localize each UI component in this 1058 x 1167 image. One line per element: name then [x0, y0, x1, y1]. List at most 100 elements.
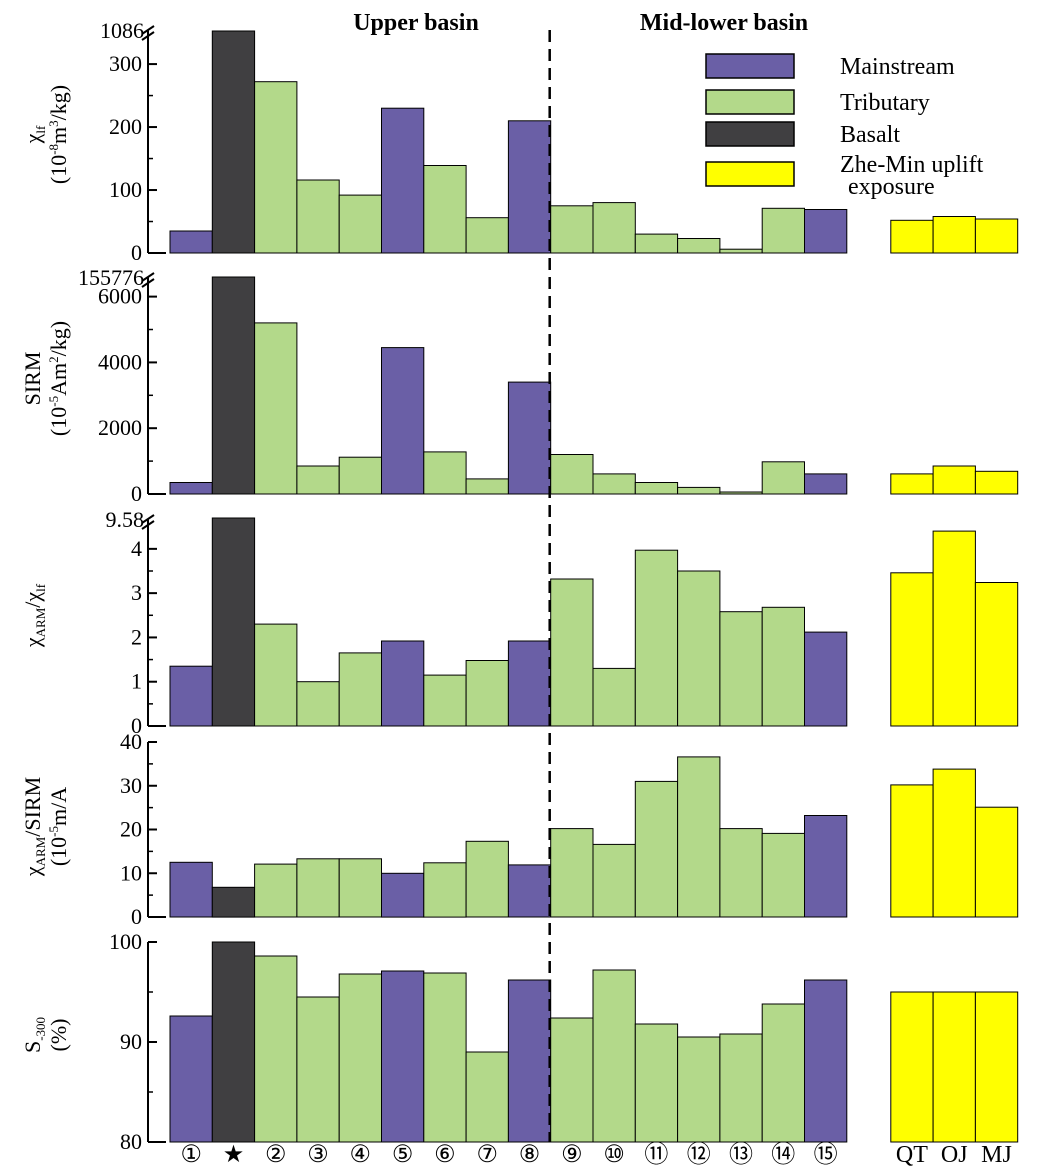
bar-p5-18 — [932, 991, 976, 1143]
y-axis-label-p1: χlf — [20, 125, 48, 144]
bar-p5-2 — [211, 941, 256, 1143]
legend-swatch-tributary — [705, 89, 795, 115]
bar-p3-18 — [932, 530, 976, 727]
bar-p1-2 — [211, 30, 256, 254]
legend-swatch-mainstream — [705, 53, 795, 79]
chart-panels: 01002003001086χlf(10-8m3/kg)020004000600… — [20, 18, 1019, 1154]
panel-5: 80 90 100 S-300(%) — [20, 929, 1019, 1154]
x-tick-label-15: ⑭ — [771, 1141, 795, 1167]
bar-p1-13 — [677, 238, 721, 254]
bar-p4-7 — [423, 862, 467, 918]
bar-p4-2 — [211, 886, 256, 918]
bar-p2-14 — [719, 491, 763, 495]
bar-p2-4 — [296, 465, 340, 495]
bar-p4-13 — [677, 756, 721, 918]
x-tick-label-11: ⑩ — [603, 1142, 625, 1167]
bar-p3-19 — [974, 582, 1019, 727]
y-tick-label-p3-4: 4 — [131, 536, 142, 561]
bar-p1-8 — [465, 217, 509, 254]
y-tick-label-p3-3: 3 — [131, 580, 142, 605]
bar-p3-16 — [804, 631, 848, 727]
bar-p1-19 — [974, 218, 1019, 254]
bar-p2-18 — [932, 465, 976, 495]
y-tick-label-p4-4: 40 — [120, 729, 142, 754]
bar-p4-5 — [338, 858, 383, 918]
bar-p4-6 — [381, 872, 425, 918]
bar-p1-17 — [890, 219, 934, 254]
break-label-p1: 1086 — [100, 18, 144, 43]
y-tick-label-p2-1: 2000 — [98, 415, 142, 440]
bar-p2-7 — [423, 451, 467, 495]
x-tick-label-3: ② — [265, 1142, 287, 1167]
bar-p1-4 — [296, 179, 340, 254]
bar-p2-2 — [211, 276, 256, 495]
bar-p4-10 — [550, 828, 594, 918]
bar-p1-3 — [254, 81, 298, 254]
legend-label-uplift: Zhe-Min uplift — [840, 152, 984, 178]
bar-p3-7 — [423, 674, 467, 727]
bar-p5-14 — [719, 1033, 763, 1143]
y-tick-label-p4-1: 10 — [120, 860, 142, 885]
bar-p1-5 — [338, 194, 383, 254]
bar-p3-4 — [296, 681, 340, 727]
bar-p4-8 — [465, 840, 509, 918]
x-tick-label-12: ⑪ — [644, 1141, 668, 1167]
bar-p2-3 — [254, 322, 298, 495]
bar-p5-4 — [296, 996, 340, 1143]
y-tick-label-p3-1: 1 — [131, 669, 142, 694]
bar-p3-5 — [338, 652, 383, 727]
bar-p3-1 — [169, 665, 213, 727]
bar-p5-6 — [381, 970, 425, 1143]
bar-p1-7 — [423, 165, 467, 254]
y-tick-label-p2-0: 0 — [131, 481, 142, 506]
bar-p1-18 — [932, 216, 976, 254]
bar-p1-12 — [634, 233, 679, 254]
y-axis-units-p4: (10-5m/A — [46, 787, 71, 866]
bar-p3-2 — [211, 517, 256, 727]
bar-p3-9 — [507, 640, 552, 727]
x-tick-label-7: ⑥ — [434, 1142, 456, 1167]
bar-p1-16 — [804, 209, 848, 254]
bar-p3-15 — [761, 606, 806, 727]
bar-p5-3 — [254, 955, 298, 1143]
chart-overlay: ① ★ ② ③ ④ ⑤ ⑥ ⑦ ⑧ ⑨ ⑩ ⑪ ⑫ ⑬ ⑭ ⑮ QT OJ MJ Upper basin Mid-low… — [180, 10, 1011, 1167]
legend-label-basalt: Basalt — [840, 122, 900, 148]
bar-p2-11 — [592, 473, 636, 495]
bar-p4-12 — [634, 780, 679, 918]
bar-p4-15 — [761, 832, 806, 918]
y-tick-label-p1-0: 0 — [131, 240, 142, 265]
bar-p1-9 — [507, 120, 552, 254]
region-label-upper: Upper basin — [353, 10, 479, 36]
bar-p2-5 — [338, 456, 383, 495]
bar-p5-8 — [465, 1051, 509, 1143]
axis-break-p2 — [141, 272, 155, 288]
axis-break-p3 — [141, 514, 155, 530]
bar-p1-14 — [719, 248, 763, 254]
bar-p5-12 — [634, 1023, 679, 1143]
bar-p2-17 — [890, 473, 934, 495]
bar-p2-12 — [634, 482, 679, 495]
y-axis-units-p2: (10-5Am2/kg) — [46, 321, 71, 436]
x-tick-label-4: ③ — [307, 1142, 329, 1167]
bar-p4-4 — [296, 858, 340, 918]
bar-p5-13 — [677, 1036, 721, 1143]
bar-p3-10 — [550, 578, 594, 727]
panel-4: 0 10 20 30 40 χARM/SIRM(10-5m/A — [20, 729, 1019, 929]
y-axis-label-p2: SIRM — [20, 352, 45, 406]
legend-swatch-basalt — [705, 121, 795, 147]
bar-p3-17 — [890, 572, 934, 727]
y-tick-label-p2-2: 4000 — [98, 349, 142, 374]
bar-p1-15 — [761, 207, 806, 254]
bar-p4-1 — [169, 861, 213, 918]
y-tick-label-p3-2: 2 — [131, 624, 142, 649]
bar-p5-5 — [338, 973, 383, 1143]
x-tick-label-17: QT — [896, 1142, 928, 1167]
y-tick-label-p5-0: 80 — [120, 1129, 142, 1154]
bar-p4-17 — [890, 784, 934, 918]
x-tick-label-5: ④ — [350, 1142, 372, 1167]
bar-p3-8 — [465, 660, 509, 727]
bar-p5-10 — [550, 1017, 594, 1143]
y-axis-units-p1: (10-8m3/kg) — [46, 85, 71, 184]
y-tick-label-p1-3: 300 — [109, 51, 142, 76]
